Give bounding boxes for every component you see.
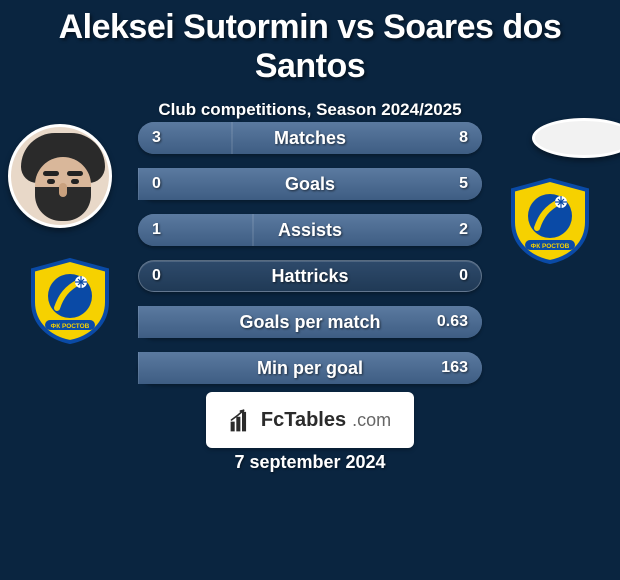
stats-block: Matches38Goals05Assists12Hattricks00Goal… <box>138 122 482 398</box>
stat-row: Goals0 5 <box>138 168 482 200</box>
stat-row: Hattricks0 0 <box>138 260 482 292</box>
svg-text:ФК РОСТОВ: ФК РОСТОВ <box>51 323 90 330</box>
stat-value-left: 1 <box>152 214 161 246</box>
infographic-date: 7 september 2024 <box>0 452 620 473</box>
stat-row: Goals per match0.63 <box>138 306 482 338</box>
branding-name: FcTables <box>261 409 346 432</box>
player-left-photo <box>8 124 112 228</box>
stat-value-right: 0 <box>459 260 468 292</box>
stat-label: Goals <box>138 168 482 200</box>
shield-icon: ФК РОСТОВ <box>27 258 113 344</box>
club-badge-right: ФК РОСТОВ <box>507 178 593 264</box>
stat-row: Assists1 2 <box>138 214 482 246</box>
stat-value-left: 0 <box>152 168 161 200</box>
stat-label: Assists <box>138 214 482 246</box>
face-icon <box>11 127 109 225</box>
stat-value-left: 0 <box>152 260 161 292</box>
stat-value-right: 0.63 <box>437 306 468 338</box>
stat-value-left: 3 <box>152 122 161 154</box>
page-title: Aleksei Sutormin vs Soares dos Santos <box>0 0 620 86</box>
stat-value-right: 2 <box>459 214 468 246</box>
stat-value-right: 163 <box>441 352 468 384</box>
player-right-photo <box>532 118 620 158</box>
stat-label: Hattricks <box>138 260 482 292</box>
branding-box: FcTables .com <box>206 392 414 448</box>
stat-row: Matches3 8 <box>138 122 482 154</box>
shield-icon: ФК РОСТОВ <box>507 178 593 264</box>
stat-label: Matches <box>138 122 482 154</box>
stat-row: Min per goal163 <box>138 352 482 384</box>
branding-suffix: .com <box>352 410 391 431</box>
stat-value-right: 8 <box>459 122 468 154</box>
page-subtitle: Club competitions, Season 2024/2025 <box>0 100 620 120</box>
stat-label: Goals per match <box>138 306 482 338</box>
stat-label: Min per goal <box>138 352 482 384</box>
fctables-logo: FcTables .com <box>229 407 391 433</box>
bars-icon <box>229 407 255 433</box>
stat-value-right: 5 <box>459 168 468 200</box>
club-badge-left: ФК РОСТОВ <box>27 258 113 344</box>
svg-text:ФК РОСТОВ: ФК РОСТОВ <box>531 243 570 250</box>
infographic-container: Aleksei Sutormin vs Soares dos Santos Cl… <box>0 0 620 580</box>
